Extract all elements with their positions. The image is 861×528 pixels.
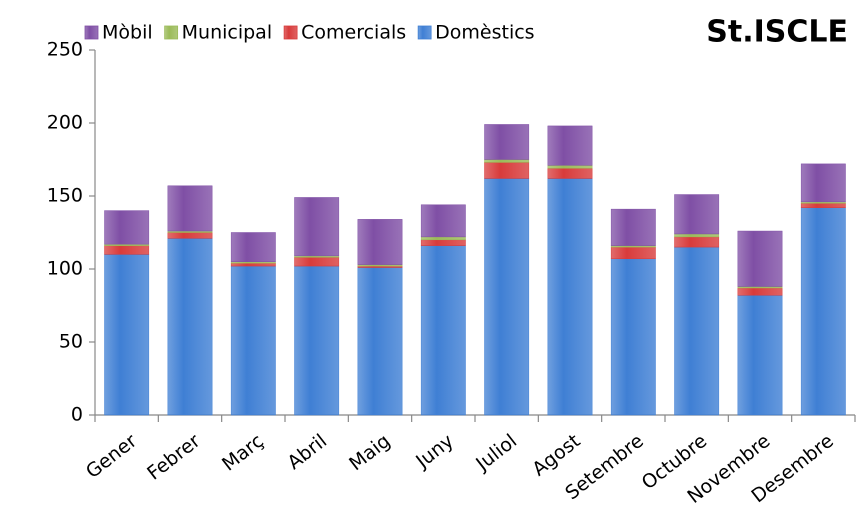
bar-segment [737,295,783,416]
bar-segment [547,178,593,416]
bar-segment [420,245,466,416]
x-tick-label: Abril [283,430,331,474]
bar-segment [484,178,530,416]
x-tick-label: Maig [345,430,394,475]
bar-segment [674,236,720,248]
x-tick-label: Agost [528,430,584,481]
bar-segment [610,258,656,416]
bar-segment [104,210,150,245]
bar-segment [357,219,403,265]
bar-segment [800,203,846,208]
y-tick-label: 250 [47,39,83,61]
bar-segment [610,246,656,260]
bar-segment [737,287,783,296]
bar-segment [230,262,276,267]
legend-label: Municipal [182,22,272,44]
y-tick-label: 150 [47,185,83,207]
bar-segment [737,230,783,287]
legend-swatch [417,25,432,40]
bar-segment [674,246,720,416]
bar-segment [167,232,213,239]
bar-segment [484,159,530,163]
bar-segment [420,236,466,241]
bar-segment [167,185,213,232]
bar-segment [674,194,720,235]
y-tick-label: 100 [47,258,83,280]
legend-label: Mòbil [102,22,153,44]
bar-segment [357,267,403,416]
bar-segment [230,232,276,262]
bar-segment [294,197,340,257]
bar-segment [547,168,593,179]
y-tick-label: 50 [59,331,83,353]
bar-segment [800,207,846,416]
bar-segment [167,238,213,416]
x-tick-label: Març [218,430,268,476]
bar-segment [294,265,340,416]
bar-segment [420,204,466,238]
bar-segment [104,254,150,416]
chart-title: St.ISCLE [706,15,848,50]
x-tick-label: Febrer [143,430,204,485]
bar-segment [104,245,150,255]
y-tick-label: 0 [71,404,83,426]
legend-label: Domèstics [435,22,534,44]
legend-swatch [283,25,298,40]
bar-segment [420,239,466,246]
bar-segment [294,257,340,267]
bar-segment [674,233,720,238]
bar-segment [484,124,530,160]
x-tick-label: Juliol [471,430,521,476]
y-tick-label: 200 [47,112,83,134]
x-tick-label: Gener [82,430,141,483]
bar-segment [230,265,276,416]
bar-segment [547,165,593,169]
legend-label: Comercials [301,22,406,44]
x-tick-label: Juny [411,430,458,473]
legend-swatch [164,25,179,40]
bar-segment [484,162,530,179]
bar-segment [547,125,593,166]
bar-segment [610,208,656,246]
legend-swatch [84,25,99,40]
bar-segment [800,163,846,203]
